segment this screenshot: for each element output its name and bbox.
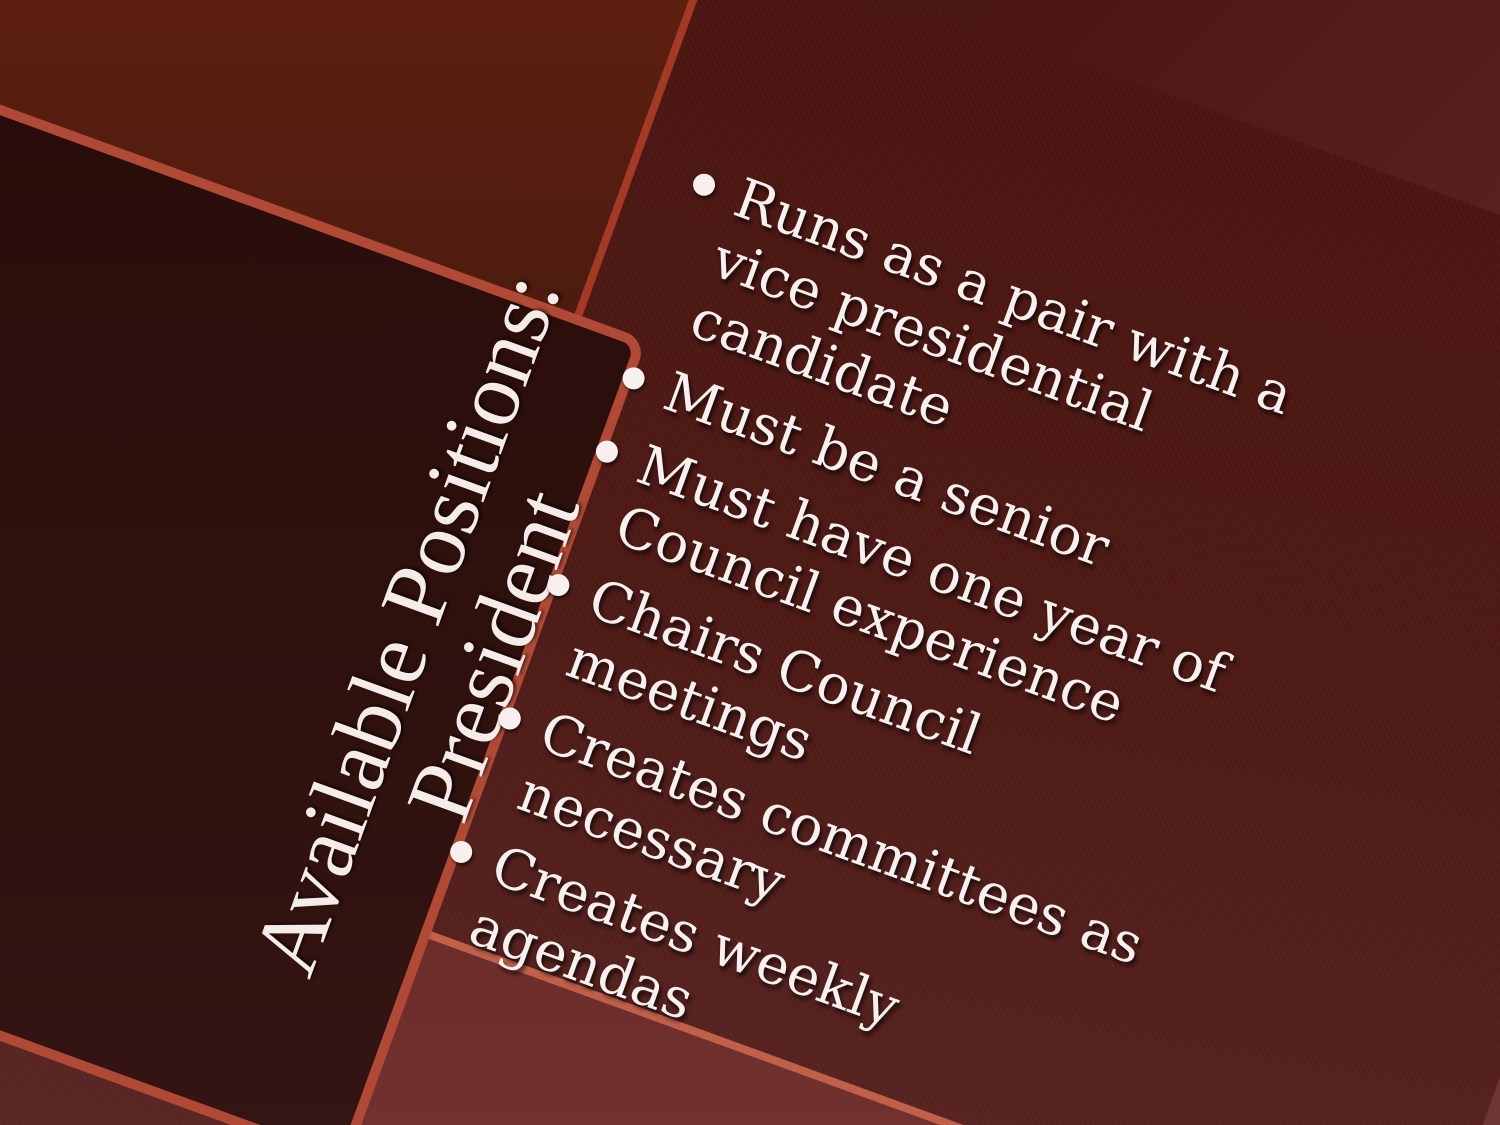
- slide: Available Positions: President Runs as a…: [0, 0, 1500, 1125]
